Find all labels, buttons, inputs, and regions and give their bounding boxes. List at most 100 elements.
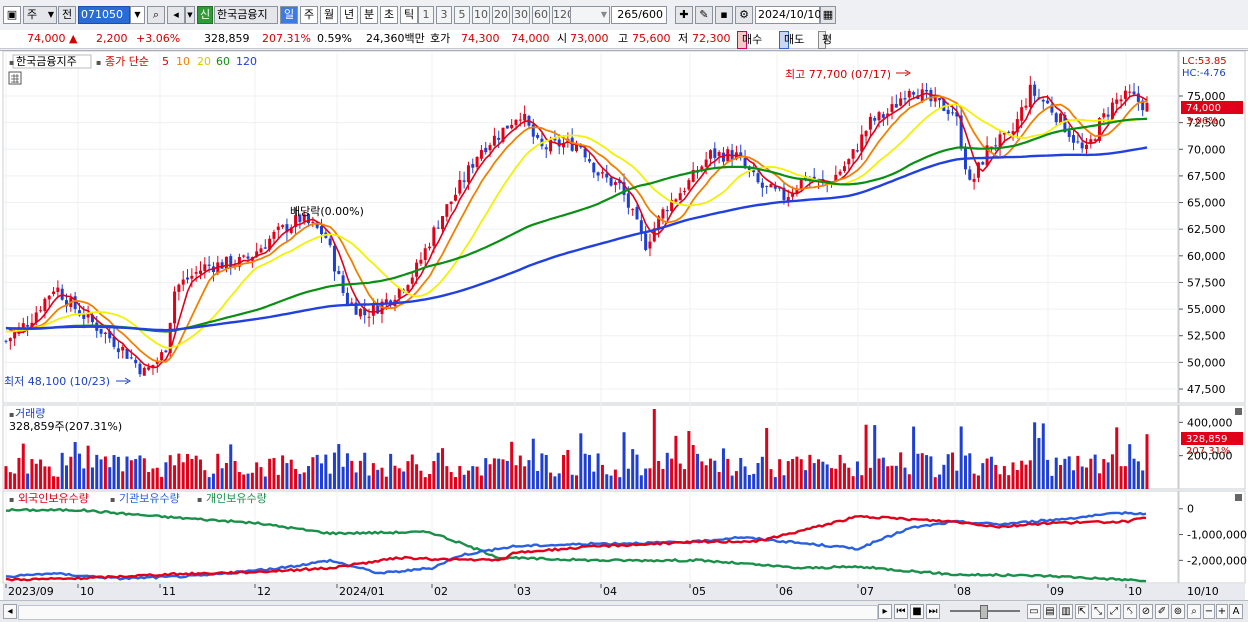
price-tick-label: 52,500 xyxy=(1187,330,1226,343)
interval-button[interactable]: 30 xyxy=(512,6,530,24)
sell-button[interactable]: 매도 xyxy=(779,31,804,49)
tool-icon-1[interactable]: ▭ xyxy=(1027,604,1041,619)
period-dropdown[interactable]: 주 ▼ xyxy=(23,6,57,24)
interval-button[interactable]: 3 xyxy=(436,6,452,24)
zoom-in-button[interactable]: + xyxy=(1216,604,1228,619)
volume-bar xyxy=(276,474,280,489)
tool-icon-5[interactable]: ⤡ xyxy=(1091,604,1105,619)
candle-body xyxy=(791,192,795,197)
search-button[interactable]: ⌕ xyxy=(147,6,165,24)
zoom-slider-handle[interactable] xyxy=(980,605,988,619)
draw-tool-button[interactable]: ✎ xyxy=(695,6,713,24)
save-button[interactable]: ▪ xyxy=(715,6,733,24)
stock-code-input[interactable]: 071050 xyxy=(78,6,130,24)
candle-body xyxy=(134,359,138,364)
count-dropdown[interactable]: ▼ xyxy=(570,6,610,24)
candle-body xyxy=(1007,131,1011,133)
volume-bar xyxy=(1015,470,1019,489)
speaker-button[interactable]: ◂ xyxy=(167,6,185,24)
scroll-right-button[interactable]: ▸ xyxy=(878,604,892,619)
volume-bar xyxy=(648,468,652,489)
stock-chart[interactable]: 75,000 72,500 70,000 67,500 65,000 62,500 60,0… xyxy=(0,50,1248,601)
volume-bar xyxy=(453,477,457,489)
count-input[interactable]: 265/600 xyxy=(611,6,667,24)
legend-ma5: 5 xyxy=(162,55,169,68)
crosshair-tool-button[interactable]: ✚ xyxy=(675,6,693,24)
calendar-button[interactable]: ▦ xyxy=(820,6,836,24)
price-panel[interactable] xyxy=(2,50,1179,404)
timeframe-button[interactable]: 분 xyxy=(360,6,378,24)
volume-bar xyxy=(1067,456,1071,489)
candle-body xyxy=(600,172,604,174)
tool-icon-6[interactable]: ⤢ xyxy=(1107,604,1121,619)
interval-button[interactable]: 5 xyxy=(454,6,470,24)
timeframe-button[interactable]: 틱 xyxy=(400,6,418,24)
last-price-tag-text: 74,000 xyxy=(1186,103,1221,114)
chart-area[interactable]: 75,000 72,500 70,000 67,500 65,000 62,500 60,0… xyxy=(0,50,1248,601)
candle-body xyxy=(458,179,462,194)
timeframe-button[interactable]: 월 xyxy=(320,6,338,24)
buy-button[interactable]: 매수 xyxy=(737,31,762,49)
candle-body xyxy=(838,171,842,175)
horizontal-scrollbar[interactable] xyxy=(18,605,878,620)
candle-body xyxy=(536,134,540,138)
interval-button[interactable]: 1 xyxy=(418,6,434,24)
candle-body xyxy=(207,264,211,266)
timeframe-button[interactable]: 주 xyxy=(300,6,318,24)
tool-icon-8[interactable]: ⊘ xyxy=(1139,604,1153,619)
volume-bar xyxy=(60,452,64,489)
holdings-panel[interactable] xyxy=(2,490,1179,584)
eval-button[interactable]: 평 xyxy=(818,31,832,49)
volume-bar xyxy=(207,477,211,489)
stop-button[interactable]: ■ xyxy=(910,604,924,619)
candle-body xyxy=(332,245,336,272)
tool-icon-2[interactable]: ▤ xyxy=(1043,604,1057,619)
grid-toggle-icon[interactable] xyxy=(8,71,22,85)
x-axis-label: 2024/01 xyxy=(339,585,385,598)
tool-icon-3[interactable]: ▥ xyxy=(1059,604,1073,619)
candle-body xyxy=(432,227,436,246)
date-input[interactable]: 2024/10/10 xyxy=(755,6,821,24)
candle-body xyxy=(644,233,648,250)
font-size-button[interactable]: A xyxy=(1229,604,1243,619)
first-page-button[interactable]: ⏮ xyxy=(894,604,908,619)
scroll-left-button[interactable]: ◂ xyxy=(3,604,17,619)
interval-button[interactable]: 60 xyxy=(532,6,550,24)
candle-body xyxy=(946,109,950,114)
settings-button[interactable]: ⚙ xyxy=(735,6,753,24)
tool-icon-4[interactable]: ⇱ xyxy=(1075,604,1089,619)
timeframe-button[interactable]: 초 xyxy=(380,6,398,24)
holdings-panel-close-icon[interactable] xyxy=(1235,494,1242,501)
timeframe-button[interactable]: 년 xyxy=(340,6,358,24)
volume-bar xyxy=(432,461,436,489)
volume-bar xyxy=(268,458,272,489)
volume-bar xyxy=(436,452,440,489)
speaker-dropdown-button[interactable]: ▼ xyxy=(185,6,195,24)
volume-bar xyxy=(1076,455,1080,489)
candle-body xyxy=(678,193,682,201)
low-price: 72,300 xyxy=(692,32,731,45)
candle-body xyxy=(220,262,224,269)
interval-button[interactable]: 10 xyxy=(472,6,490,24)
volume-bar xyxy=(531,438,535,489)
search-zoom-icon[interactable]: ⌕ xyxy=(1187,604,1201,619)
tool-icon-7[interactable]: ⤣ xyxy=(1123,604,1137,619)
candle-body xyxy=(618,180,622,184)
volume-bar xyxy=(998,474,1002,489)
code-dropdown-button[interactable]: ▼ xyxy=(130,6,145,24)
volume-panel-close-icon[interactable] xyxy=(1235,408,1242,415)
window-menu-icon[interactable]: ▣ xyxy=(3,6,21,24)
zoom-reset-icon[interactable]: ⊚ xyxy=(1171,604,1185,619)
volume-bar xyxy=(173,465,177,489)
volume-bar xyxy=(942,464,946,489)
prev-button[interactable]: 전 xyxy=(58,6,76,24)
tool-icon-9[interactable]: ✐ xyxy=(1155,604,1169,619)
interval-button[interactable]: 20 xyxy=(492,6,510,24)
last-page-button[interactable]: ⏭ xyxy=(926,604,940,619)
timeframe-button[interactable]: 일 xyxy=(280,6,298,24)
candle-body xyxy=(514,119,518,126)
volume-last-pct-text: 207.31% xyxy=(1186,446,1231,457)
zoom-out-button[interactable]: − xyxy=(1203,604,1215,619)
volume-bar xyxy=(445,466,449,489)
candle-body xyxy=(575,144,578,152)
